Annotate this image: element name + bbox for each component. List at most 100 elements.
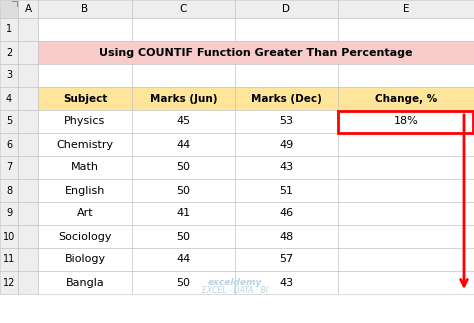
Bar [132, 18, 235, 41]
Text: 5: 5 [6, 117, 12, 127]
Bar [38, 133, 132, 156]
Bar [0, 225, 18, 248]
Bar [38, 202, 132, 225]
Text: 41: 41 [176, 209, 191, 218]
Bar [38, 110, 132, 133]
Bar [38, 87, 132, 110]
Bar [0, 202, 18, 225]
Bar [338, 64, 474, 87]
Text: 11: 11 [3, 255, 15, 265]
Text: 50: 50 [176, 162, 191, 172]
Bar [18, 18, 38, 41]
Bar [132, 202, 235, 225]
Text: 57: 57 [280, 255, 293, 265]
Bar [38, 156, 132, 179]
Bar [132, 0, 235, 18]
Text: 50: 50 [176, 277, 191, 287]
Text: Change, %: Change, % [375, 93, 437, 103]
Text: 43: 43 [280, 277, 293, 287]
Bar [38, 18, 132, 41]
Text: Chemistry: Chemistry [56, 140, 114, 150]
Text: E: E [403, 4, 409, 14]
Bar [132, 271, 235, 294]
Bar [235, 0, 338, 18]
Bar [18, 179, 38, 202]
Text: EXCEL · DATA · BI: EXCEL · DATA · BI [202, 286, 268, 295]
Bar [338, 156, 474, 179]
Bar [338, 110, 474, 132]
Bar [338, 87, 474, 110]
Text: 50: 50 [176, 232, 191, 242]
Text: Marks (Jun): Marks (Jun) [150, 93, 217, 103]
Bar [0, 271, 18, 294]
Bar [338, 202, 474, 225]
Text: 46: 46 [280, 209, 293, 218]
Text: 53: 53 [280, 117, 293, 127]
Bar [235, 271, 338, 294]
Bar [0, 0, 18, 18]
Bar [38, 0, 132, 18]
Bar [132, 110, 235, 133]
Bar [0, 41, 18, 64]
Bar [235, 179, 338, 202]
Text: B: B [82, 4, 89, 14]
Bar [0, 133, 18, 156]
Text: English: English [65, 185, 105, 195]
Bar [18, 87, 38, 110]
Bar [0, 64, 18, 87]
Text: 49: 49 [279, 140, 293, 150]
Bar [0, 18, 18, 41]
Text: Using COUNTIF Function Greater Than Percentage: Using COUNTIF Function Greater Than Perc… [99, 47, 413, 57]
Bar [18, 64, 38, 87]
Bar [235, 225, 338, 248]
Bar [338, 248, 474, 271]
Bar [0, 110, 18, 133]
Bar [338, 179, 474, 202]
Bar [38, 64, 132, 87]
Bar [235, 64, 338, 87]
Bar [235, 156, 338, 179]
Bar [132, 64, 235, 87]
Bar [18, 133, 38, 156]
Bar [0, 179, 18, 202]
Bar [132, 87, 235, 110]
Bar [18, 41, 38, 64]
Text: D: D [283, 4, 291, 14]
Text: A: A [25, 4, 32, 14]
Bar [38, 179, 132, 202]
Text: 3: 3 [6, 70, 12, 80]
Bar [38, 41, 474, 64]
Text: 50: 50 [176, 185, 191, 195]
Text: 10: 10 [3, 232, 15, 242]
Bar [18, 110, 38, 133]
Text: Sociology: Sociology [58, 232, 112, 242]
Text: 45: 45 [176, 117, 191, 127]
Text: Subject: Subject [63, 93, 107, 103]
Text: 44: 44 [176, 140, 191, 150]
Text: Biology: Biology [64, 255, 106, 265]
Text: 4: 4 [6, 93, 12, 103]
Bar [18, 225, 38, 248]
Bar [0, 156, 18, 179]
Text: Physics: Physics [64, 117, 106, 127]
Bar [338, 18, 474, 41]
Bar [18, 248, 38, 271]
Text: 9: 9 [6, 209, 12, 218]
Text: 2: 2 [6, 47, 12, 57]
Bar [0, 87, 18, 110]
Bar [338, 225, 474, 248]
Bar [132, 179, 235, 202]
Text: 48: 48 [279, 232, 293, 242]
Text: 6: 6 [6, 140, 12, 150]
Text: 8: 8 [6, 185, 12, 195]
Bar [18, 202, 38, 225]
Bar [38, 248, 132, 271]
Text: 43: 43 [280, 162, 293, 172]
Bar [132, 248, 235, 271]
Bar [18, 156, 38, 179]
Bar [235, 110, 338, 133]
Text: 12: 12 [3, 277, 15, 287]
Text: 7: 7 [6, 162, 12, 172]
Bar [38, 271, 132, 294]
Text: Art: Art [77, 209, 93, 218]
